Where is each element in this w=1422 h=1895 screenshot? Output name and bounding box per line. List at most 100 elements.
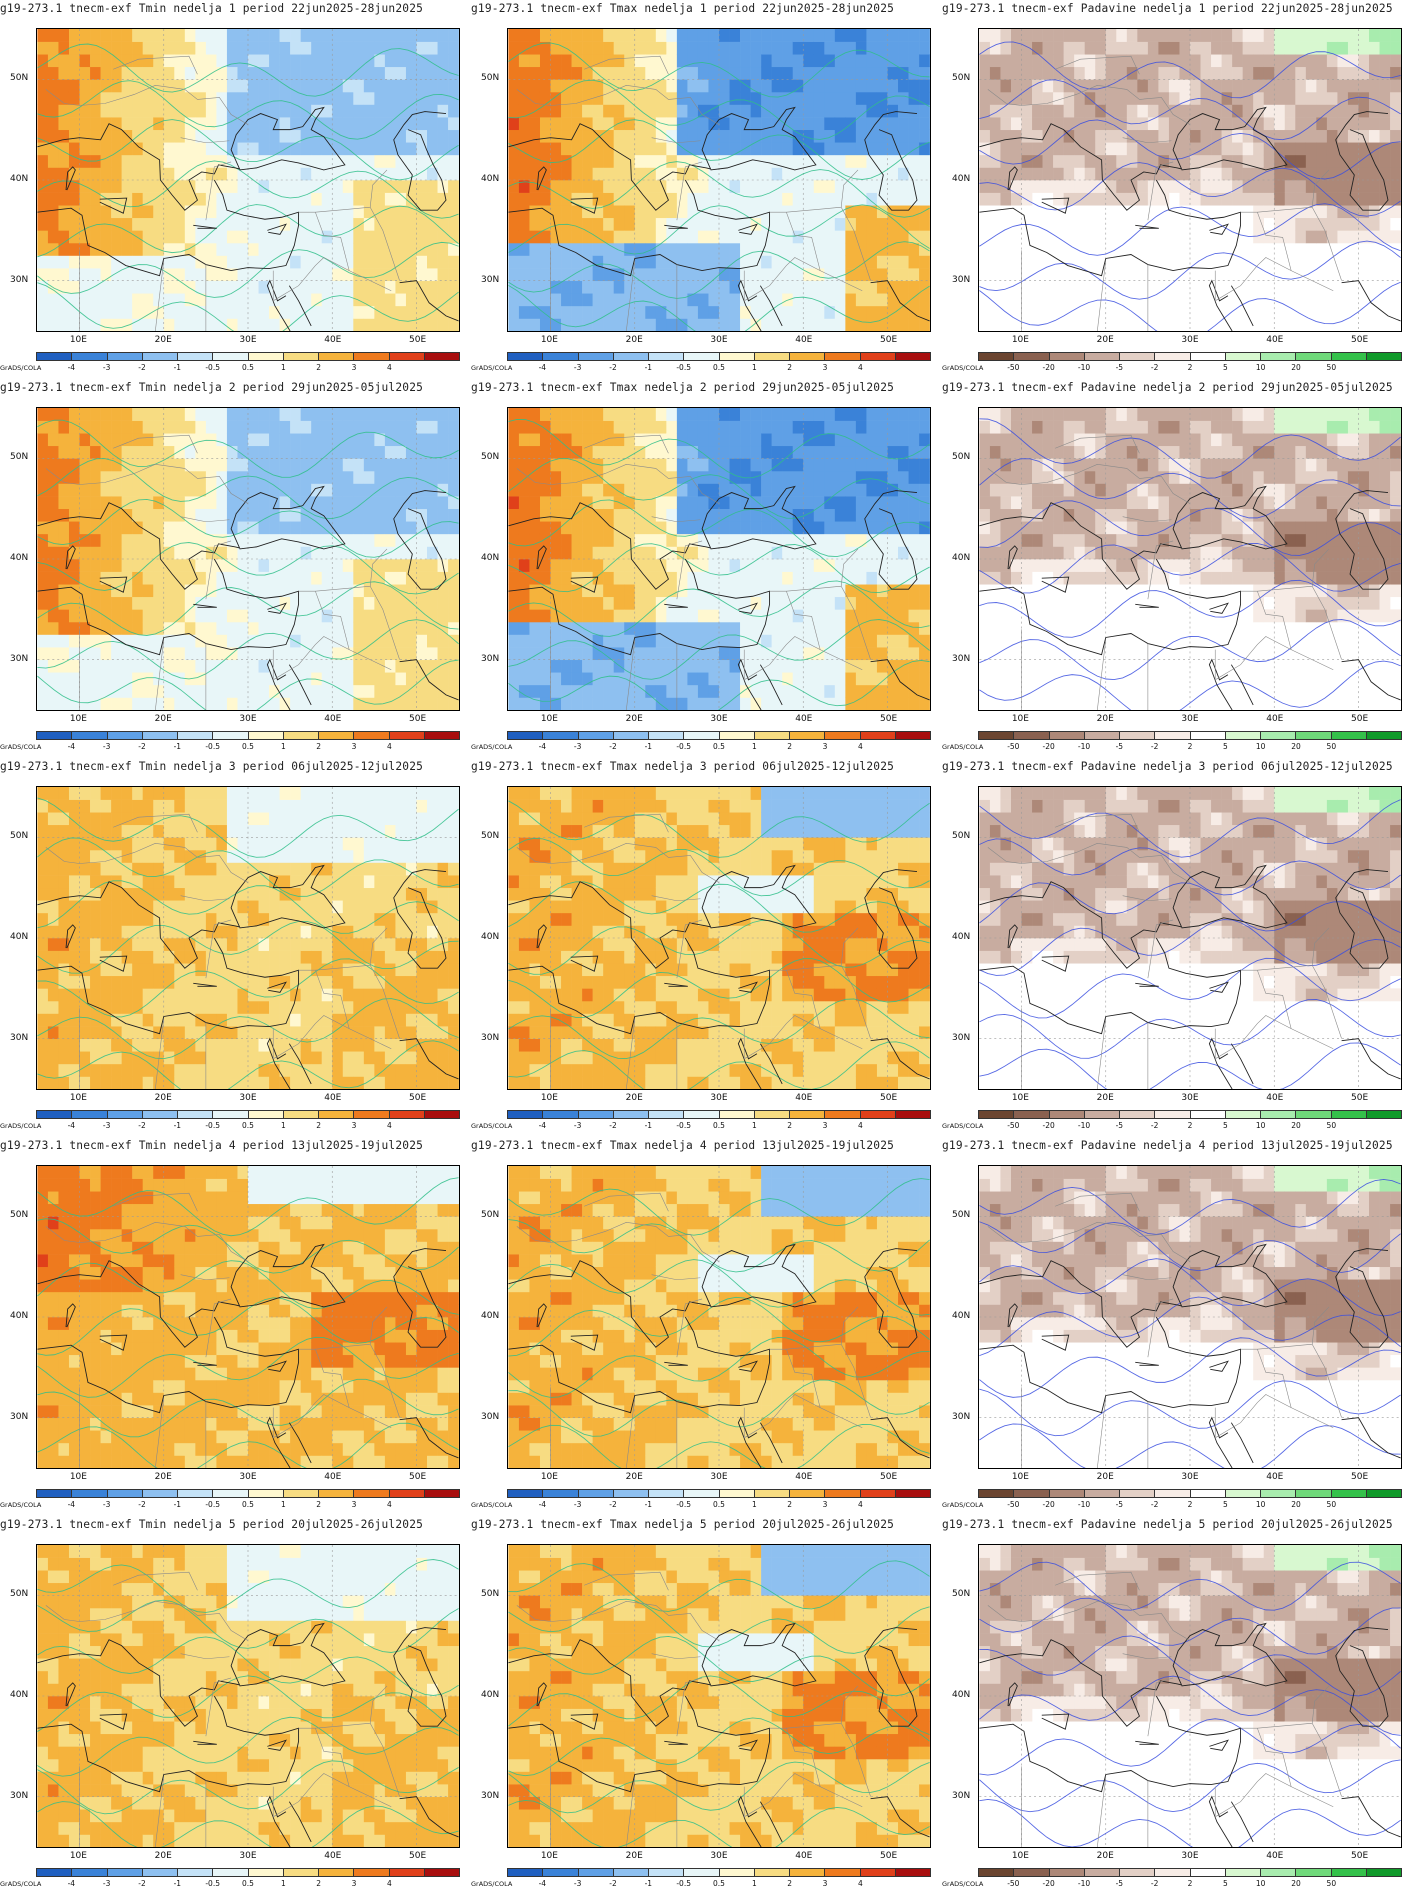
legend-swatch — [283, 1490, 319, 1497]
legend-tick-label: -5 — [1115, 742, 1124, 751]
legend-swatch — [319, 353, 355, 360]
coastlines — [37, 1243, 459, 1468]
legend-tick-label: -1 — [173, 363, 182, 372]
latitude-label: 30N — [481, 275, 500, 286]
country-borders — [45, 813, 400, 1089]
legend-swatch — [508, 1490, 544, 1497]
latitude-label: 30N — [481, 1412, 500, 1423]
longitude-label: 30E — [710, 335, 728, 345]
longitude-label: 10E — [540, 1472, 558, 1482]
panel-title: g19-273.1 tnecm-exf Tmin nedelja 1 perio… — [0, 2, 424, 15]
legend-swatch — [107, 1869, 143, 1876]
color-legend-bar — [36, 352, 460, 361]
legend-swatch — [283, 353, 319, 360]
latitude-label: 40N — [952, 1690, 971, 1700]
legend-tick-label: 5 — [1222, 1879, 1228, 1888]
legend-swatch — [508, 1869, 544, 1876]
latitude-label: 40N — [10, 553, 29, 563]
legend-tick-label: 3 — [351, 1121, 357, 1130]
graticule — [37, 1545, 459, 1847]
longitude-label: 50E — [1351, 1851, 1369, 1861]
coastlines — [37, 485, 459, 710]
legend-swatch — [1366, 1490, 1401, 1497]
legend-tick-label: 1 — [280, 1121, 286, 1130]
legend-tick-label: 0.5 — [242, 1879, 254, 1888]
latitude-label: 40N — [10, 932, 29, 942]
legend-swatch — [37, 1869, 73, 1876]
legend-tick-label: -3 — [573, 363, 582, 372]
latitude-label: 40N — [481, 174, 500, 184]
latitude-label: 50N — [481, 1588, 500, 1599]
legend-swatch — [684, 1869, 720, 1876]
color-legend-bar — [507, 1110, 931, 1119]
legend-tick-label: 0.5 — [242, 742, 254, 751]
coastlines — [508, 1243, 930, 1468]
legend-swatch — [1084, 353, 1120, 360]
latitude-label: 50N — [952, 830, 971, 841]
legend-swatch — [860, 1490, 896, 1497]
graticule — [37, 1166, 459, 1468]
legend-tick-label: -3 — [102, 363, 111, 372]
legend-tick-label: -0.5 — [205, 1500, 220, 1509]
latitude-label: 30N — [10, 1791, 29, 1802]
color-legend-bar — [507, 731, 931, 740]
legend-swatch — [1225, 353, 1261, 360]
country-borders — [516, 1571, 871, 1847]
legend-swatch — [613, 732, 649, 739]
latitude-label: 50N — [481, 1209, 500, 1220]
legend-swatch — [1049, 732, 1085, 739]
longitude-label: 20E — [154, 1472, 172, 1482]
coastlines — [508, 485, 930, 710]
legend-swatch — [1296, 732, 1332, 739]
legend-tick-label: -0.5 — [676, 1879, 691, 1888]
legend-swatch — [178, 1111, 214, 1118]
legend-swatch — [389, 732, 425, 739]
longitude-label: 30E — [239, 335, 257, 345]
longitude-label: 10E — [69, 1851, 87, 1861]
graticule — [37, 787, 459, 1089]
map-panel: g19-273.1 tnecm-exf Tmin nedelja 3 perio… — [0, 760, 468, 1136]
legend-tick-label: -3 — [573, 1121, 582, 1130]
latitude-label: 30N — [952, 1033, 971, 1044]
legend-swatch — [649, 1869, 685, 1876]
coastlines — [979, 1243, 1401, 1468]
legend-tick-label: -1 — [644, 363, 653, 372]
contour-lines — [508, 800, 930, 1089]
latitude-label: 40N — [481, 553, 500, 563]
legend-tick-label: 2 — [1187, 1500, 1193, 1509]
legend-tick-label: -4 — [538, 1879, 547, 1888]
legend-swatch — [1261, 1490, 1297, 1497]
legend-swatch — [424, 1111, 459, 1118]
legend-swatch — [543, 1111, 579, 1118]
longitude-label: 30E — [710, 714, 728, 724]
legend-swatch — [684, 1490, 720, 1497]
legend-tick-label: 10 — [1255, 1500, 1266, 1509]
legend-tick-label: 0.5 — [713, 1879, 725, 1888]
legend-tick-label: 4 — [386, 1121, 392, 1130]
legend-tick-label: -4 — [67, 1500, 76, 1509]
legend-tick-label: -2 — [609, 1121, 617, 1130]
longitude-label: 30E — [1181, 1851, 1199, 1861]
legend-tick-label: 20 — [1291, 363, 1301, 372]
legend-tick-label: 1 — [280, 1879, 286, 1888]
legend-swatch — [424, 1490, 459, 1497]
longitude-label: 40E — [324, 1093, 342, 1103]
legend-tick-label: -3 — [102, 1121, 111, 1130]
legend-tick-label: -4 — [67, 1121, 76, 1130]
legend-swatch — [1366, 1111, 1401, 1118]
panel-title: g19-273.1 tnecm-exf Tmax nedelja 4 perio… — [471, 1139, 895, 1152]
legend-tick-label: 5 — [1222, 1121, 1228, 1130]
latitude-label: 30N — [481, 1791, 500, 1802]
legend-swatch — [107, 1490, 143, 1497]
legend-swatch — [719, 732, 755, 739]
latitude-label: 50N — [10, 1209, 29, 1220]
map-panel: g19-273.1 tnecm-exf Padavine nedelja 1 p… — [942, 2, 1410, 378]
contour-lines — [508, 1560, 930, 1847]
legend-tick-label: 2 — [787, 742, 793, 751]
legend-tick-label: -20 — [1042, 742, 1055, 751]
legend-swatch — [213, 732, 249, 739]
legend-tick-label: -50 — [1007, 1500, 1020, 1509]
graticule — [508, 787, 930, 1089]
legend-tick-label: 4 — [857, 1500, 863, 1509]
contour-lines — [979, 418, 1401, 710]
